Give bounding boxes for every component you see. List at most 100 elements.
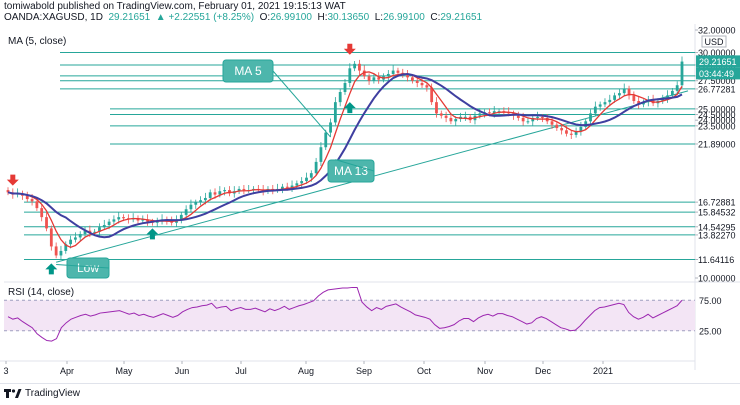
symbol-name[interactable]: OANDA:XAGUSD, 1D: [4, 12, 103, 23]
candle-body: [314, 161, 318, 174]
candle-body: [208, 192, 212, 198]
candle-body: [78, 234, 82, 238]
candle-body: [35, 201, 39, 209]
candle-body: [569, 133, 573, 135]
low-callout-text: Low: [77, 261, 99, 275]
candle-body: [367, 76, 371, 81]
candle-body: [237, 188, 241, 192]
candle-body: [492, 111, 496, 114]
sell-arrow-icon: [6, 174, 19, 186]
candle-body: [536, 116, 539, 118]
candle-body: [377, 77, 381, 80]
candle-body: [622, 88, 626, 94]
horizontal-levels: [24, 52, 695, 260]
candle-body: [300, 181, 304, 184]
y-tick-label: 13.82270: [698, 230, 736, 240]
candle-body: [319, 147, 323, 162]
candle-body: [478, 113, 482, 116]
y-tick-label: 15.84532: [698, 208, 736, 218]
x-tick-label: Sep: [356, 366, 372, 376]
candle-body: [618, 93, 621, 96]
candle-body: [146, 219, 150, 222]
candle-body: [598, 104, 602, 107]
tradingview-logo-icon: [4, 389, 22, 398]
rsi-tick-label: 25.00: [699, 326, 722, 336]
candle-body: [199, 200, 202, 203]
last-price-badge: [696, 55, 740, 68]
candle-body: [83, 230, 87, 235]
candle-body: [560, 128, 564, 131]
rsi-pane: RSI (14, close) 75.00 25.00: [4, 286, 722, 342]
candle-body: [550, 121, 554, 125]
candle-body: [430, 87, 434, 103]
ma5-callout-text: MA 5: [234, 64, 262, 78]
last-price-label: 29.21651: [699, 57, 737, 67]
candle-body: [242, 188, 246, 191]
price-pane: [4, 24, 695, 278]
y-tick-label: 32.00000: [698, 26, 736, 36]
candle-body: [666, 95, 669, 99]
candle-body: [420, 82, 424, 86]
buy-arrow-icon: [146, 228, 159, 240]
candle-body: [324, 132, 328, 148]
ohlc-open-value: 26.99100: [270, 12, 312, 23]
indicator-label: MA (5, close): [8, 36, 66, 47]
candle-body: [194, 202, 198, 205]
y-tick-label: 26.77281: [698, 84, 736, 94]
x-tick-label: Jul: [235, 366, 247, 376]
candle-body: [579, 126, 583, 132]
y-tick-label: 30.00000: [698, 48, 736, 58]
candle-body: [411, 77, 414, 81]
candle-body: [285, 186, 289, 188]
x-tick-label: Apr: [60, 366, 74, 376]
candle-body: [175, 220, 178, 223]
buy-arrow-icon: [45, 263, 58, 275]
annotations: MA 5 MA 13 Low: [6, 43, 375, 279]
candle-body: [358, 63, 361, 71]
ohlc-close-label: C:: [430, 12, 441, 23]
x-tick-label: Oct: [417, 366, 432, 376]
tradingview-logo[interactable]: TradingView: [4, 388, 80, 399]
candle-body: [136, 218, 140, 221]
candle-body: [613, 95, 616, 100]
candle-body: [54, 246, 58, 256]
candle-body: [608, 99, 612, 103]
candle-body: [362, 70, 366, 77]
symbol-line: OANDA:XAGUSD, 1D 29.21651 ▲ +2.22551 (+8…: [4, 12, 482, 23]
chart-header: tomiwabold published on TradingView.com,…: [0, 0, 740, 24]
candle-body: [343, 82, 347, 92]
candle-body: [516, 115, 520, 118]
candle-body: [30, 199, 34, 202]
candle-body: [531, 117, 535, 122]
candle-body: [439, 113, 443, 116]
candle-body: [463, 116, 467, 118]
y-tick-label: 21.89000: [698, 139, 736, 149]
sell-arrow-icon: [343, 43, 356, 55]
candle-body: [338, 92, 342, 103]
candle-body: [675, 85, 679, 91]
candle-body: [40, 208, 44, 218]
buy-arrow-icon: [343, 102, 356, 114]
candle-body: [25, 195, 29, 200]
ohlc-close-value: 29.21651: [440, 12, 483, 23]
candle-body: [49, 228, 53, 247]
tradingview-logo-text: TradingView: [25, 388, 81, 399]
publisher-line: tomiwabold published on TradingView.com,…: [4, 1, 346, 12]
candle-body: [281, 186, 284, 189]
candle-body: [290, 185, 294, 188]
candle-body: [59, 250, 63, 256]
low-callout-pointer: [56, 263, 110, 269]
last-price: 29.21651: [108, 12, 151, 23]
ohlc-low-value: 26.99100: [383, 12, 425, 23]
chart-footer: TradingView: [0, 383, 740, 405]
candle-body: [6, 190, 10, 193]
candle-body: [637, 101, 641, 105]
ohlc-high-value: 30.13650: [327, 12, 370, 23]
candle-body: [305, 177, 308, 182]
candle-body: [565, 130, 568, 134]
ma13-line: [7, 73, 683, 239]
candle-body: [348, 68, 352, 83]
y-tick-label: 14.54295: [698, 222, 736, 232]
y-tick-label: 24.50000: [698, 110, 736, 120]
